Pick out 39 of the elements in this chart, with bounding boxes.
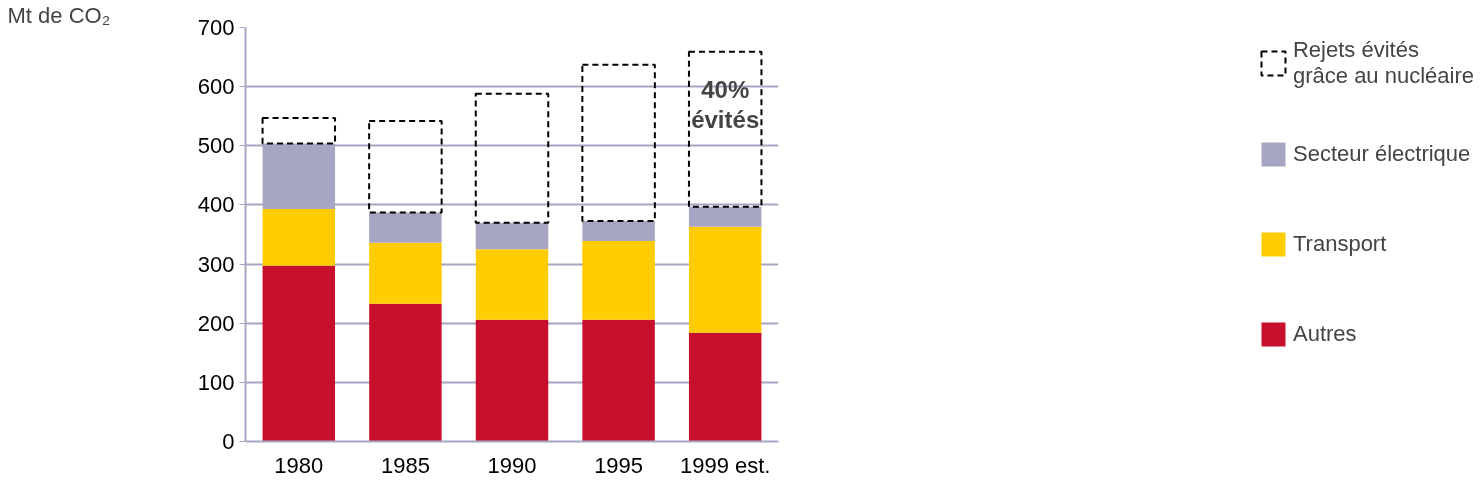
bar [688, 332, 762, 442]
legend-label: Transport [1292, 230, 1387, 258]
annotation: 40% évités [691, 75, 760, 133]
bar [582, 319, 655, 442]
x-tick-label: 1980 [274, 452, 324, 478]
bar [474, 92, 550, 224]
bar [582, 220, 655, 242]
bar [687, 50, 763, 208]
y-axis-title: Mt de CO₂ [7, 2, 111, 28]
y-tick-label: 600 [197, 74, 235, 100]
y-tick-label: 300 [197, 251, 235, 277]
y-tick-label: 400 [197, 192, 235, 218]
bar [688, 206, 762, 227]
bar [475, 249, 549, 320]
bar [475, 319, 549, 442]
bar [369, 212, 442, 243]
bar [261, 116, 337, 145]
y-tick-label: 700 [197, 15, 235, 40]
bar [262, 265, 336, 442]
x-tick-label: 1999 est. [679, 452, 771, 478]
x-tick-label: 1985 [380, 452, 430, 478]
bar [581, 63, 656, 222]
bar [262, 209, 336, 266]
bar [475, 222, 549, 250]
legend-label: Secteur électrique [1292, 140, 1471, 168]
y-tick-label: 100 [197, 369, 235, 395]
bar [369, 242, 442, 304]
y-tick-label: 500 [197, 133, 235, 159]
bar [262, 143, 336, 210]
y-tick-label: 200 [197, 310, 235, 336]
bar [369, 303, 442, 442]
bar [688, 226, 762, 333]
legend-label: Autres [1292, 320, 1357, 348]
legend-label: Rejets évités grâce au nucléaire [1292, 37, 1474, 89]
bar [582, 241, 655, 320]
x-tick-label: 1990 [487, 452, 537, 478]
y-tick-label: 0 [222, 429, 235, 454]
x-tick-label: 1995 [594, 452, 644, 478]
bar [368, 119, 443, 214]
